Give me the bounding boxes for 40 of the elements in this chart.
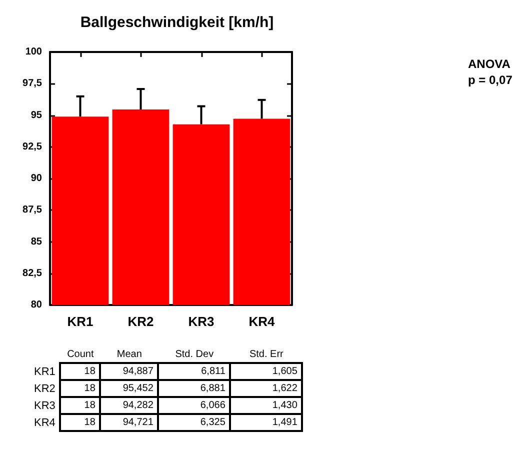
text: 1,622 <box>230 380 302 397</box>
y-tick-label: 85 <box>30 236 42 248</box>
text: 1,430 <box>230 397 302 414</box>
text: 18 <box>60 363 100 380</box>
y-tick-label: 90 <box>30 173 42 184</box>
text: 95,452 <box>100 380 158 397</box>
chart-title: Ballgeschwindigkeit [km/h] <box>80 14 274 31</box>
category-label: KR4 <box>34 416 56 428</box>
category-label: KR2 <box>34 382 56 394</box>
y-tick-label: 82,5 <box>22 268 42 279</box>
text: 6,881 <box>158 380 230 397</box>
y-tick-label: 87,5 <box>22 204 42 216</box>
text: 6,811 <box>158 363 230 380</box>
text: Std. Dev <box>174 348 215 362</box>
y-tick-label: 97,5 <box>22 78 42 90</box>
category-label: KR3 <box>34 400 56 412</box>
text: 1,605 <box>230 363 302 380</box>
text: 94,282 <box>100 397 158 414</box>
x-tick-label: KR2 <box>128 314 154 329</box>
text: 6,325 <box>158 414 230 431</box>
text: 18 <box>60 414 100 431</box>
text: Mean <box>116 348 143 362</box>
text: Count <box>66 348 95 362</box>
x-tick-label: KR4 <box>248 314 276 329</box>
text: ANOVA <box>468 56 512 72</box>
text: Std. Err <box>248 348 284 362</box>
y-tick-label: 95 <box>30 110 42 121</box>
category-label: KR1 <box>34 366 56 378</box>
text: 18 <box>60 397 100 414</box>
x-tick-label: KR3 <box>188 314 214 329</box>
text: p = 0,07 <box>468 72 512 88</box>
text: 1,491 <box>230 414 302 431</box>
y-tick-label: 100 <box>25 46 42 58</box>
y-tick-label: 92,5 <box>22 141 42 152</box>
text: 18 <box>60 380 100 397</box>
x-tick-label: KR1 <box>67 314 94 329</box>
text: 94,721 <box>100 414 158 431</box>
text: 94,887 <box>100 363 158 380</box>
text: 6,066 <box>158 397 230 414</box>
y-tick-label: 80 <box>30 300 42 310</box>
